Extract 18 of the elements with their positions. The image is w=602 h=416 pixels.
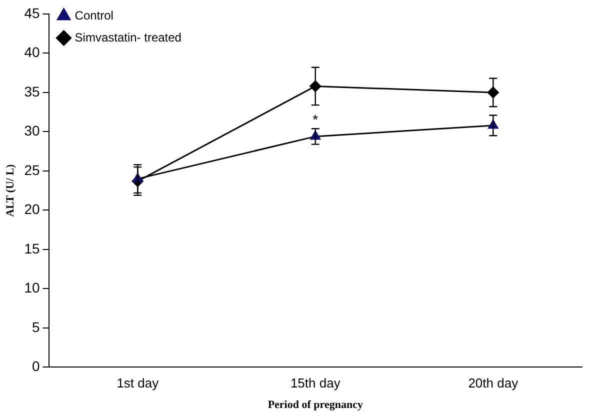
x-axis-title: Period of pregnancy <box>268 399 364 412</box>
y-tick-label: 15 <box>24 240 40 256</box>
y-tick-label: 0 <box>32 358 40 374</box>
x-tick-label: 15th day <box>290 376 341 391</box>
x-tick-label: 20th day <box>468 376 519 391</box>
annotation: * <box>312 111 319 128</box>
y-tick-label: 5 <box>32 318 40 335</box>
y-tick-label: 10 <box>24 280 40 296</box>
y-tick-label: 30 <box>24 122 40 139</box>
y-tick-label: 35 <box>24 83 40 100</box>
y-axis-title: ALT (U/ L) <box>4 164 16 217</box>
y-tick-label: 40 <box>24 44 40 60</box>
y-tick-label: 25 <box>24 162 40 178</box>
x-tick-label: 1st day <box>116 376 160 391</box>
y-tick-label: 45 <box>24 4 40 21</box>
legend-label: Simvastatin- treated <box>74 30 182 44</box>
y-tick-label: 20 <box>24 201 40 218</box>
legend-label: Control <box>74 8 114 22</box>
